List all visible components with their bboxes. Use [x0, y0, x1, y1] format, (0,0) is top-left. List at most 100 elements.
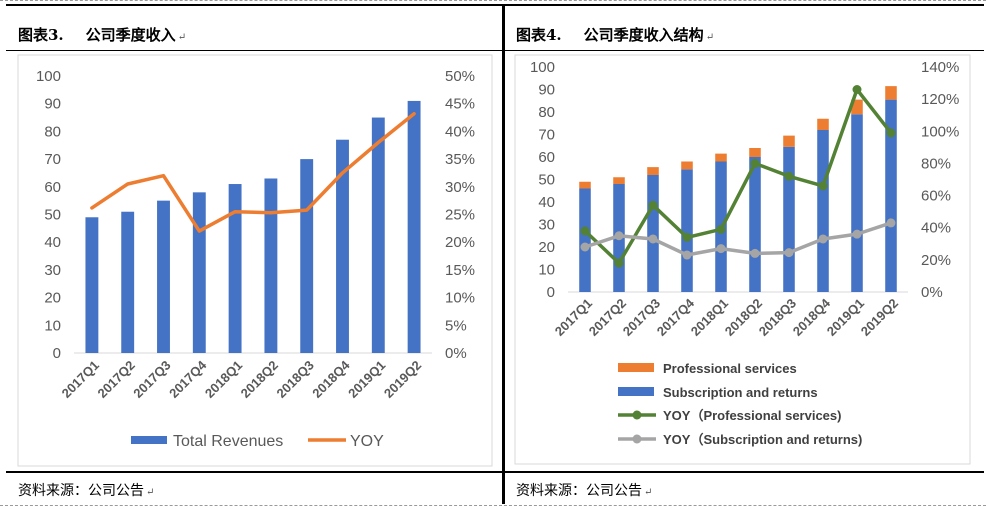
bar-total-revenues: [336, 139, 349, 353]
point-yoy-professional-services: [648, 200, 658, 210]
top-dashed-border: [0, 0, 986, 1]
left-figure-caption: 公司季度收入: [85, 26, 176, 44]
point-yoy-subscription-and-returns: [750, 248, 760, 258]
right-axis-tick-label: 50%: [445, 68, 475, 85]
bar-professional-services: [613, 177, 625, 184]
bar-subscription-and-returns: [681, 169, 693, 292]
legend-swatch-professional-services: [618, 363, 654, 372]
left-axis-tick-label: 60: [44, 179, 61, 196]
right-axis-tick-label: 0%: [921, 284, 943, 301]
bar-subscription-and-returns: [851, 114, 863, 292]
right-axis-tick-label: 40%: [921, 220, 951, 237]
right-axis-tick-label: 20%: [921, 252, 951, 269]
bar-professional-services: [715, 153, 727, 162]
right-axis-tick-label: 100%: [921, 123, 959, 140]
point-yoy-professional-services: [886, 128, 896, 138]
header-rule: [6, 4, 984, 6]
point-yoy-subscription-and-returns: [682, 250, 692, 260]
legend-label-yoy-professional-services: YOY（Professional services): [663, 408, 841, 423]
right-axis-tick-label: 60%: [921, 188, 951, 205]
bar-subscription-and-returns: [579, 188, 591, 292]
point-yoy-subscription-and-returns: [580, 242, 590, 252]
left-axis-tick-label: 10: [44, 317, 61, 334]
left-axis-tick-label: 40: [44, 234, 61, 251]
left-axis-tick-label: 10: [538, 262, 555, 279]
bar-total-revenues: [192, 192, 206, 353]
right-source-note: 资料来源：公司公告 ↵: [516, 483, 653, 499]
point-yoy-professional-services: [784, 171, 794, 181]
bar-professional-services: [885, 86, 897, 100]
bar-subscription-and-returns: [647, 175, 659, 292]
left-axis-tick-label: 70: [44, 151, 61, 168]
right-axis-tick-label: 15%: [445, 262, 475, 279]
left-axis-tick-label: 40: [538, 194, 555, 211]
left-axis-tick-label: 90: [44, 96, 61, 113]
point-yoy-subscription-and-returns: [614, 231, 624, 241]
right-axis-tick-label: 45%: [445, 96, 475, 113]
bar-professional-services: [851, 99, 863, 115]
left-source-text: 资料来源：公司公告: [18, 483, 144, 499]
line-yoy: [90, 111, 416, 233]
legend-label-subscription-and-returns: Subscription and returns: [663, 385, 818, 400]
source-rule: [6, 471, 984, 473]
point-yoy-subscription-and-returns: [784, 248, 794, 258]
legend-swatch-subscription-and-returns: [618, 387, 654, 396]
left-axis-tick-label: 20: [44, 290, 61, 307]
legend-label-total-revenues: Total Revenues: [173, 433, 283, 450]
right-source-text: 资料来源：公司公告: [516, 483, 642, 499]
left-axis-tick-label: 100: [530, 59, 555, 76]
right-axis-tick-label: 30%: [445, 179, 475, 196]
legend-swatch-total-revenues: [131, 436, 167, 444]
left-axis-tick-label: 0: [53, 345, 61, 362]
left-axis-tick-label: 80: [44, 123, 61, 140]
point-yoy-professional-services: [682, 232, 692, 242]
line-yoy-subscription-and-returns: [583, 221, 893, 257]
point-yoy-subscription-and-returns: [648, 234, 658, 244]
right-axis-tick-label: 35%: [445, 151, 475, 168]
left-axis-tick-label: 50: [44, 207, 61, 224]
point-yoy-subscription-and-returns: [716, 244, 726, 254]
bar-total-revenues: [85, 217, 99, 353]
bottom-dashed-border: [0, 505, 986, 506]
right-figure-title: 图表4. 公司季度收入结构 ↵: [516, 26, 715, 44]
bar-total-revenues: [371, 117, 385, 353]
bar-total-revenues: [407, 100, 421, 354]
legend-label-yoy-subscription-and-returns: YOY（Subscription and returns): [663, 432, 862, 447]
bar-professional-services: [783, 135, 795, 147]
right-axis-tick-label: 20%: [445, 234, 475, 251]
point-yoy-professional-services: [750, 158, 760, 168]
point-yoy-subscription-and-returns: [818, 234, 828, 244]
point-yoy-subscription-and-returns: [852, 229, 862, 239]
bar-total-revenues: [228, 184, 242, 353]
left-axis-tick-label: 30: [538, 217, 555, 234]
bar-total-revenues: [157, 200, 170, 353]
bar-professional-services: [817, 118, 829, 130]
legend-marker-yoy-subscription-and-returns: [632, 434, 642, 444]
bar-subscription-and-returns: [783, 146, 795, 292]
legend-label-professional-services: Professional services: [663, 361, 797, 376]
legend-marker-yoy-professional-services: [632, 410, 642, 420]
bar-professional-services: [749, 148, 761, 157]
point-yoy-subscription-and-returns: [886, 218, 896, 228]
right-axis-tick-label: 140%: [921, 59, 959, 76]
left-axis-tick-label: 70: [538, 127, 555, 144]
line-yoy-professional-services: [583, 87, 893, 265]
point-yoy-professional-services: [716, 224, 726, 234]
right-axis-tick-label: 80%: [921, 155, 951, 172]
legend-label-yoy: YOY: [350, 433, 384, 450]
right-axis-tick-label: 120%: [921, 91, 959, 108]
right-axis-tick-label: 5%: [445, 317, 467, 334]
right-axis-tick-label: 0%: [445, 345, 467, 362]
bar-professional-services: [579, 181, 591, 189]
point-yoy-professional-services: [614, 258, 624, 268]
right-axis-tick-label: 40%: [445, 123, 475, 140]
right-axis-tick-label: 25%: [445, 207, 475, 224]
right-axis-tick-label: 10%: [445, 290, 475, 307]
left-axis-tick-label: 80: [538, 104, 555, 121]
right-figure-caption: 公司季度收入结构: [583, 26, 704, 44]
point-yoy-professional-services: [580, 226, 590, 236]
bar-total-revenues: [121, 211, 135, 353]
left-source-note: 资料来源：公司公告 ↵: [18, 483, 155, 499]
